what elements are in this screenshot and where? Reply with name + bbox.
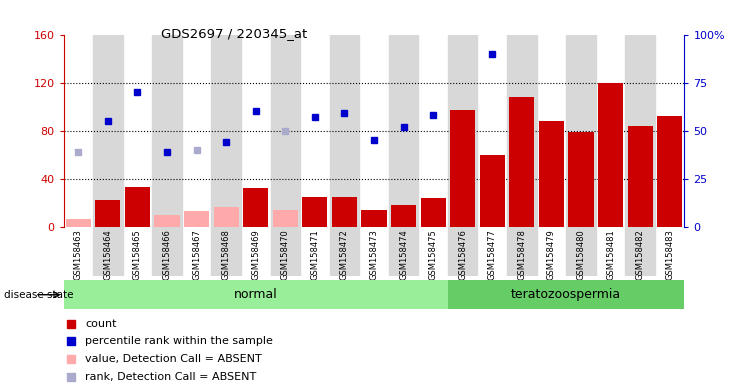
Text: GSM158471: GSM158471 xyxy=(310,229,319,280)
Bar xyxy=(391,205,416,227)
Text: rank, Detection Call = ABSENT: rank, Detection Call = ABSENT xyxy=(85,372,257,382)
Bar xyxy=(332,197,357,227)
Bar xyxy=(448,280,684,309)
Text: disease state: disease state xyxy=(4,290,73,300)
Text: GSM158470: GSM158470 xyxy=(280,229,289,280)
Bar xyxy=(184,211,209,227)
Bar xyxy=(66,219,91,227)
Bar xyxy=(507,227,536,276)
Text: normal: normal xyxy=(234,288,278,301)
Bar xyxy=(155,215,180,227)
Text: GSM158474: GSM158474 xyxy=(399,229,408,280)
Text: teratozoospermia: teratozoospermia xyxy=(511,288,622,301)
Bar xyxy=(625,35,654,227)
Text: GSM158469: GSM158469 xyxy=(251,229,260,280)
Bar xyxy=(330,35,359,227)
Bar xyxy=(95,200,120,227)
Bar xyxy=(539,121,564,227)
Bar xyxy=(389,227,418,276)
Bar xyxy=(568,132,593,227)
Text: GSM158477: GSM158477 xyxy=(488,229,497,280)
Bar xyxy=(566,227,595,276)
Bar xyxy=(330,227,359,276)
Bar xyxy=(243,188,269,227)
Bar xyxy=(153,35,182,227)
Bar xyxy=(448,35,477,227)
Bar xyxy=(212,35,241,227)
Bar xyxy=(302,197,328,227)
Bar xyxy=(450,110,475,227)
Bar xyxy=(125,187,150,227)
Bar xyxy=(94,227,123,276)
Bar xyxy=(214,207,239,227)
Text: value, Detection Call = ABSENT: value, Detection Call = ABSENT xyxy=(85,354,262,364)
Bar xyxy=(271,35,300,227)
Text: GSM158480: GSM158480 xyxy=(577,229,586,280)
Text: percentile rank within the sample: percentile rank within the sample xyxy=(85,336,273,346)
Text: GSM158466: GSM158466 xyxy=(162,229,171,280)
Bar xyxy=(94,35,123,227)
Bar xyxy=(566,35,595,227)
Bar xyxy=(389,35,418,227)
Text: count: count xyxy=(85,319,117,329)
Bar xyxy=(598,83,623,227)
Bar xyxy=(64,280,448,309)
Bar xyxy=(361,210,387,227)
Text: GSM158479: GSM158479 xyxy=(547,229,556,280)
Bar xyxy=(657,116,682,227)
Bar xyxy=(153,227,182,276)
Bar xyxy=(273,210,298,227)
Text: GSM158465: GSM158465 xyxy=(133,229,142,280)
Bar xyxy=(420,198,446,227)
Text: GSM158475: GSM158475 xyxy=(429,229,438,280)
Bar xyxy=(271,227,300,276)
Text: GSM158476: GSM158476 xyxy=(459,229,468,280)
Text: GSM158464: GSM158464 xyxy=(103,229,112,280)
Bar xyxy=(212,227,241,276)
Bar xyxy=(628,126,653,227)
Text: GSM158478: GSM158478 xyxy=(518,229,527,280)
Text: GDS2697 / 220345_at: GDS2697 / 220345_at xyxy=(161,27,307,40)
Text: GSM158482: GSM158482 xyxy=(636,229,645,280)
Text: GSM158473: GSM158473 xyxy=(370,229,378,280)
Bar xyxy=(448,227,477,276)
Text: GSM158467: GSM158467 xyxy=(192,229,201,280)
Bar xyxy=(509,97,534,227)
Text: GSM158463: GSM158463 xyxy=(74,229,83,280)
Bar xyxy=(625,227,654,276)
Text: GSM158481: GSM158481 xyxy=(606,229,615,280)
Text: GSM158468: GSM158468 xyxy=(221,229,230,280)
Text: GSM158472: GSM158472 xyxy=(340,229,349,280)
Text: GSM158483: GSM158483 xyxy=(665,229,674,280)
Bar xyxy=(479,155,505,227)
Bar xyxy=(507,35,536,227)
